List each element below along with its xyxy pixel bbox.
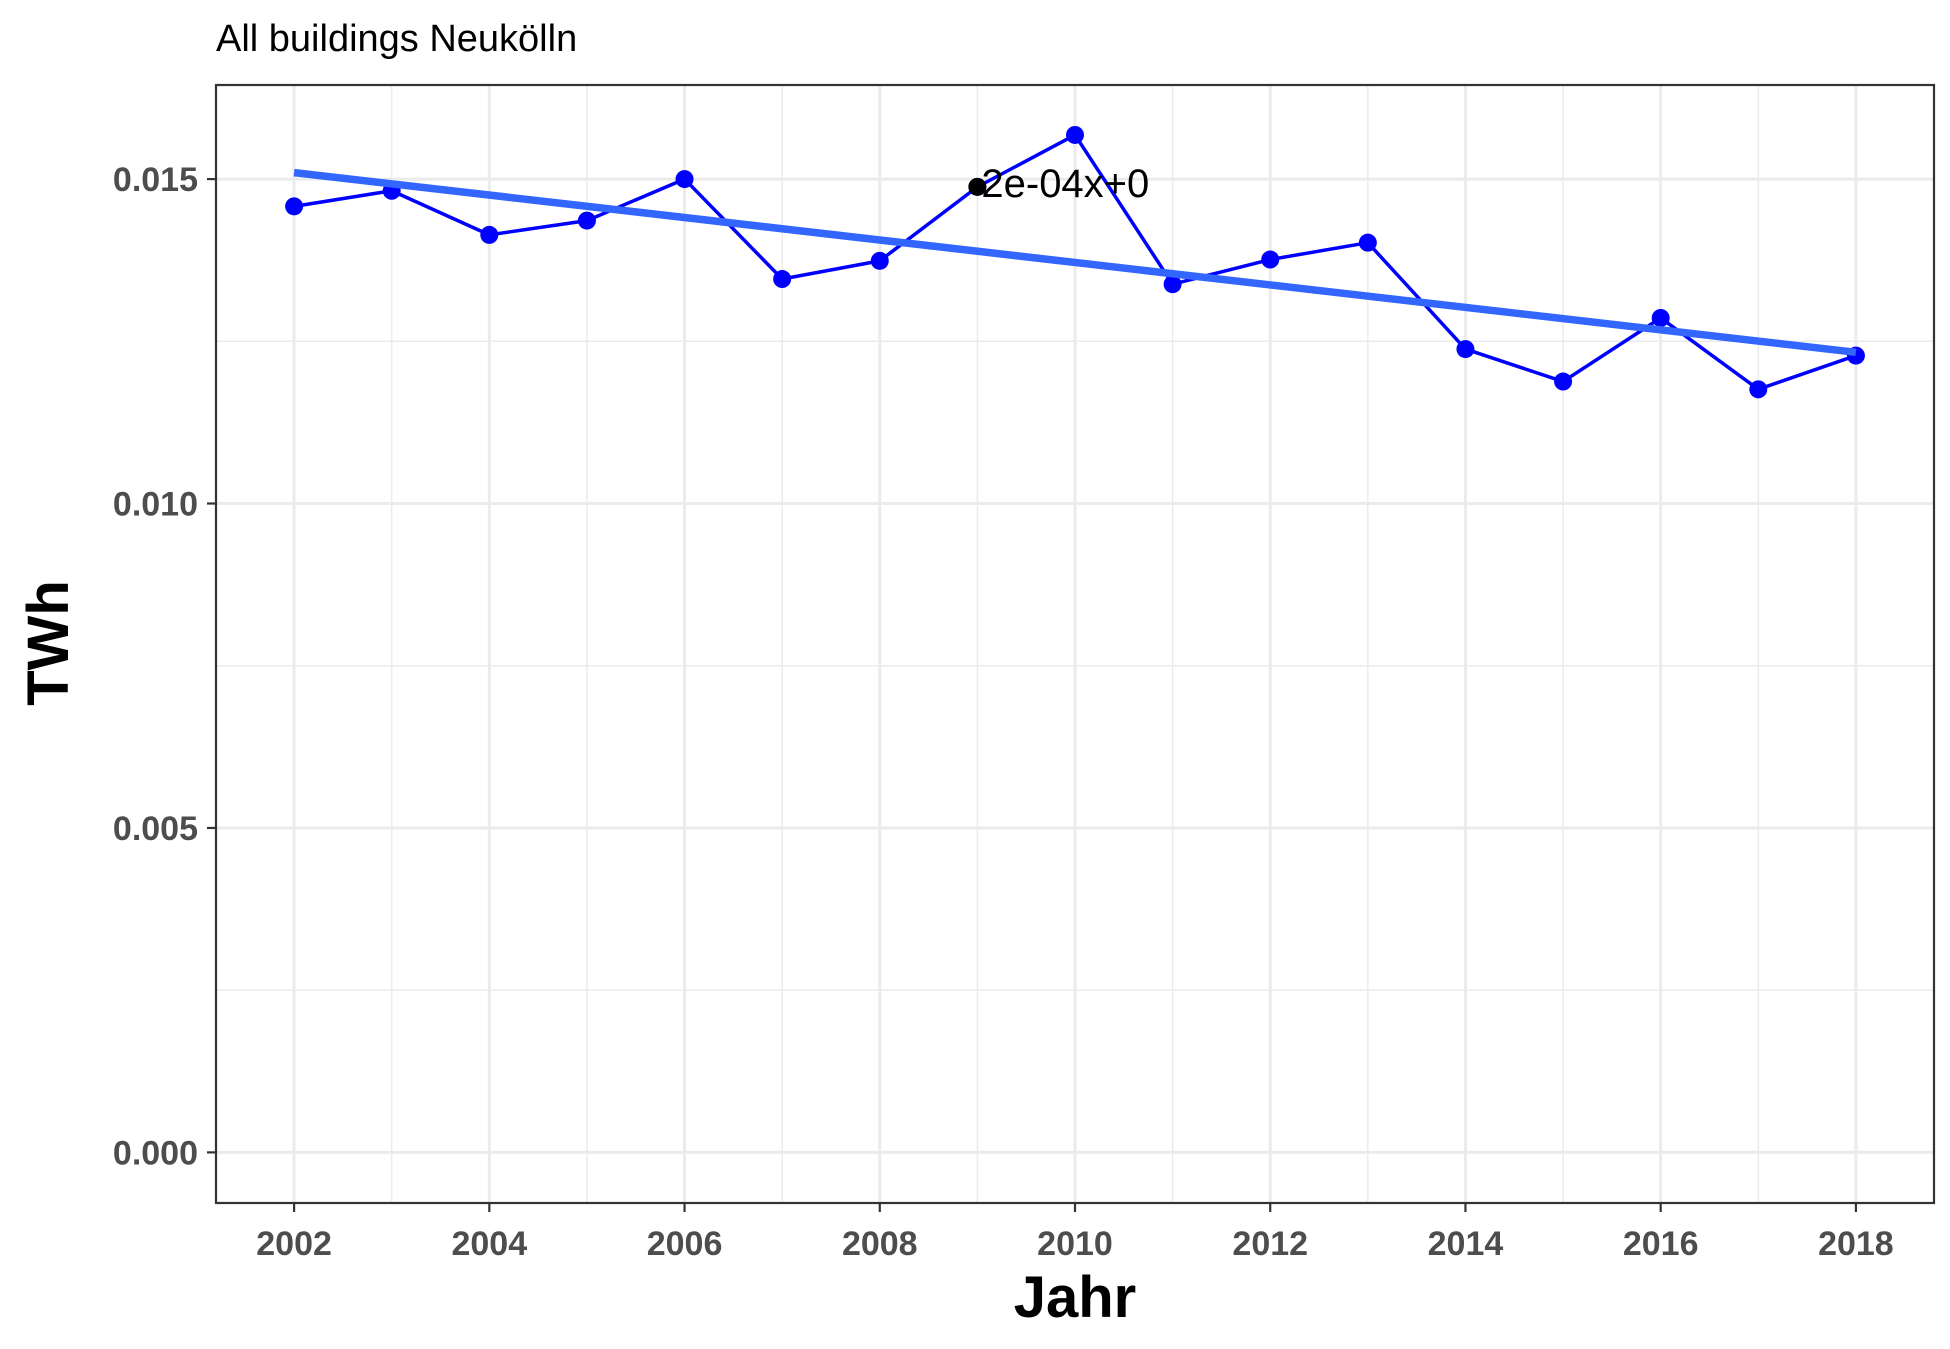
x-tick-label: 2004 <box>451 1225 527 1263</box>
chart-title: All buildings Neukölln <box>216 18 577 60</box>
data-point <box>1261 250 1280 269</box>
trend-line <box>293 168 1857 357</box>
y-tick-label: 0.010 <box>113 486 198 524</box>
plot-area: 2e-04x+0 <box>214 83 1936 1205</box>
x-tick-label: 2016 <box>1623 1225 1699 1263</box>
data-point <box>1554 372 1573 391</box>
x-axis-title: Jahr <box>1014 1265 1137 1330</box>
y-axis-ticks: 0.000 0.005 0.010 0.015 <box>113 161 216 1172</box>
data-point <box>675 170 694 189</box>
y-tick-label: 0.005 <box>113 810 198 848</box>
y-tick-label: 0.015 <box>113 161 198 199</box>
annotation-point <box>968 177 987 196</box>
y-tick-label: 0.000 <box>113 1134 198 1172</box>
data-point <box>1456 340 1475 359</box>
x-tick-label: 2008 <box>842 1225 918 1263</box>
data-point <box>1163 275 1182 294</box>
data-point <box>577 211 596 230</box>
data-point <box>1066 125 1084 144</box>
x-tick-label: 2006 <box>647 1225 723 1263</box>
data-point <box>773 270 792 289</box>
data-point <box>1651 308 1670 327</box>
y-axis-title: TWh <box>16 580 81 706</box>
x-tick-label: 2002 <box>256 1225 332 1263</box>
x-tick-label: 2018 <box>1818 1225 1894 1263</box>
data-point <box>1749 380 1768 399</box>
data-point <box>480 225 499 244</box>
data-point <box>285 197 304 216</box>
trend-annotation: 2e-04x+0 <box>981 162 1149 206</box>
data-point <box>1358 233 1377 252</box>
x-tick-label: 2014 <box>1428 1225 1504 1263</box>
x-tick-label: 2010 <box>1037 1225 1113 1263</box>
data-point <box>870 251 889 270</box>
x-tick-label: 2012 <box>1232 1225 1308 1263</box>
x-axis-ticks: 2002 2004 2006 2008 2010 2012 2014 2016 2018 <box>256 1203 1894 1263</box>
